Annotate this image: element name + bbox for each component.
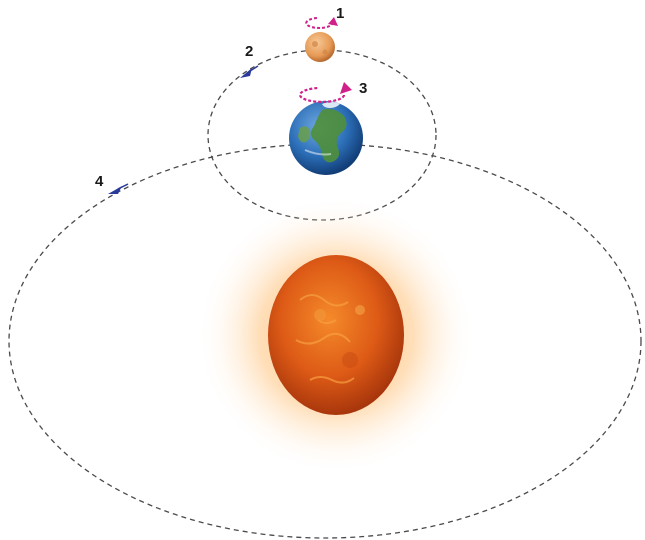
- marker-4-label: 4: [95, 173, 104, 190]
- earth-orbit-arrow: [108, 186, 122, 194]
- marker-2-label: 2: [245, 43, 253, 60]
- marker-3-label: 3: [359, 80, 367, 97]
- earth: [289, 101, 363, 175]
- moon-spin-arrow: [305, 17, 338, 29]
- earth-spin-arrow: [298, 82, 352, 103]
- marker-1-label: 1: [336, 5, 344, 22]
- moon-orbit-arrow: [240, 68, 252, 78]
- sun: [268, 255, 404, 415]
- moon: [305, 32, 335, 62]
